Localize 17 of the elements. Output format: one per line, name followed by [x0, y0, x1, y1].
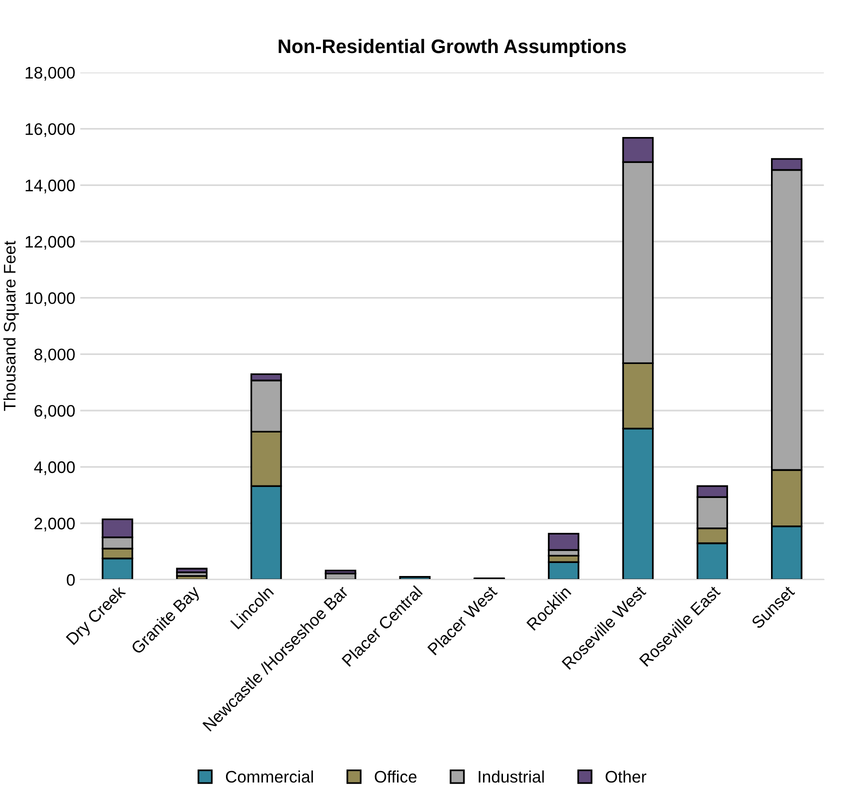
y-tick-label: 12,000	[26, 236, 75, 250]
y-tick-label: 0	[66, 574, 75, 586]
legend-label: Office	[374, 770, 417, 783]
y-tick-label: 2,000	[34, 518, 75, 532]
chart-title: Non-Residential Growth Assumptions	[278, 38, 626, 58]
y-tick-label: 10,000	[26, 292, 75, 306]
y-tick-label: 8,000	[34, 348, 75, 362]
legend-label: Other	[606, 770, 646, 783]
bar	[176, 568, 208, 574]
y-tick-label: 16,000	[26, 123, 75, 137]
y-tick-label: 6,000	[34, 404, 75, 419]
y-tick-label: 14,000	[26, 180, 75, 194]
y-tick-label: 18,000	[26, 66, 75, 81]
y-tick-label: 4,000	[34, 461, 75, 476]
y-axis-title: Thousand Square Feet	[3, 240, 19, 411]
legend-label: Industrial	[478, 770, 544, 783]
legend-label: Commercial	[226, 770, 313, 783]
